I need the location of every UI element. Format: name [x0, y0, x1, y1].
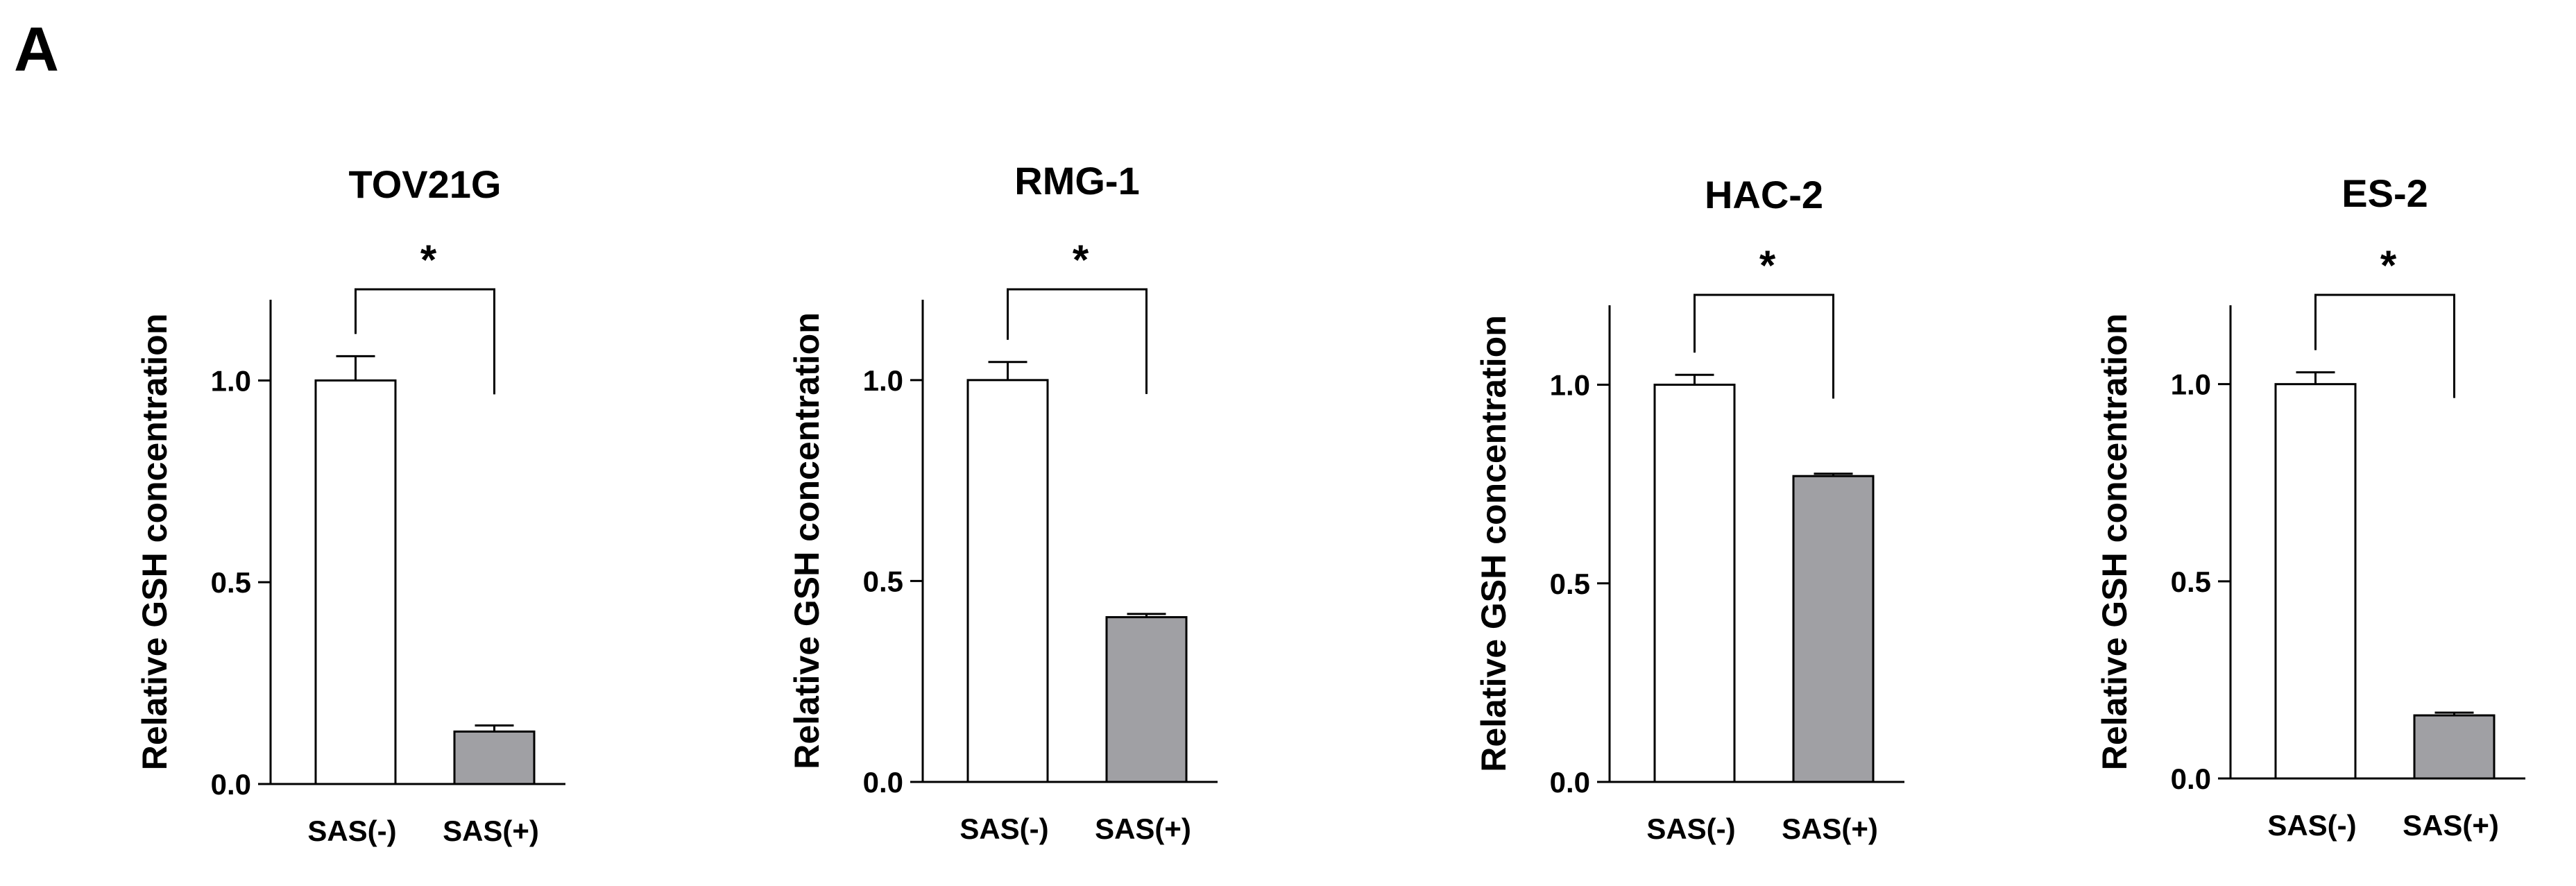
x-tick-label: SAS(-) — [1646, 812, 1735, 845]
y-tick-label: 0.5 — [863, 565, 903, 597]
x-tick-label: SAS(+) — [443, 815, 539, 847]
chart-panel-3: HAC-2 Relative GSH concentration 0.0 0.5 1.0… — [1474, 173, 1904, 845]
y-axis-label: Relative GSH concentration — [135, 314, 174, 771]
x-tick-label: SAS(-) — [307, 815, 396, 847]
x-tick-label: SAS(+) — [1095, 812, 1191, 845]
y-tick-label: 0.0 — [1550, 766, 1590, 799]
bar — [1792, 475, 1875, 783]
y-tick-label: 0.5 — [1550, 568, 1590, 600]
panel-letter: A — [14, 15, 59, 85]
y-axis-label: Relative GSH concentration — [787, 312, 826, 769]
significance-bracket — [2314, 293, 2455, 398]
significance-star: * — [1073, 237, 1089, 283]
chart-title: RMG-1 — [1014, 159, 1139, 203]
bar — [1105, 616, 1188, 783]
x-tick-label: SAS(+) — [2403, 809, 2499, 842]
chart-title: ES-2 — [2342, 171, 2428, 215]
y-tick-label: 0.5 — [211, 566, 251, 599]
bar — [453, 730, 536, 785]
y-tick-label: 1.0 — [211, 364, 251, 397]
chart-title: HAC-2 — [1705, 173, 1823, 216]
y-tick-label: 1.0 — [1550, 369, 1590, 402]
significance-star: * — [1759, 242, 1776, 289]
y-tick-label: 1.0 — [2171, 368, 2211, 401]
bar — [1653, 384, 1736, 783]
x-tick-label: SAS(-) — [2267, 809, 2356, 842]
significance-bracket — [355, 288, 495, 395]
y-tick-label: 1.0 — [863, 364, 903, 397]
significance-bracket — [1694, 293, 1834, 399]
x-tick-label: SAS(-) — [959, 812, 1048, 845]
y-tick-label: 0.0 — [863, 766, 903, 799]
chart-panel-2: RMG-1 Relative GSH concentration 0.0 0.5 1.0… — [787, 159, 1218, 845]
bar — [966, 379, 1049, 783]
y-axis-label: Relative GSH concentration — [2095, 314, 2134, 771]
significance-star: * — [2380, 242, 2397, 289]
significance-star: * — [420, 237, 437, 283]
chart-panel-4: ES-2 Relative GSH concentration 0.0 0.5 1.0 S… — [2095, 171, 2525, 842]
chart-panels: TOV21G Relative GSH concentration 0.0 0.5 1.… — [135, 159, 2525, 847]
x-tick-label: SAS(+) — [1782, 812, 1878, 845]
chart-title: TOV21G — [349, 162, 502, 206]
y-tick-label: 0.0 — [2171, 763, 2211, 795]
y-tick-label: 0.0 — [211, 768, 251, 801]
bar — [314, 379, 397, 785]
y-axis-label: Relative GSH concentration — [1474, 315, 1513, 772]
bar — [2413, 714, 2496, 780]
chart-panel-1: TOV21G Relative GSH concentration 0.0 0.5 1.… — [135, 162, 565, 847]
bar — [2274, 383, 2357, 780]
significance-bracket — [1007, 288, 1148, 394]
y-tick-label: 0.5 — [2171, 565, 2211, 598]
